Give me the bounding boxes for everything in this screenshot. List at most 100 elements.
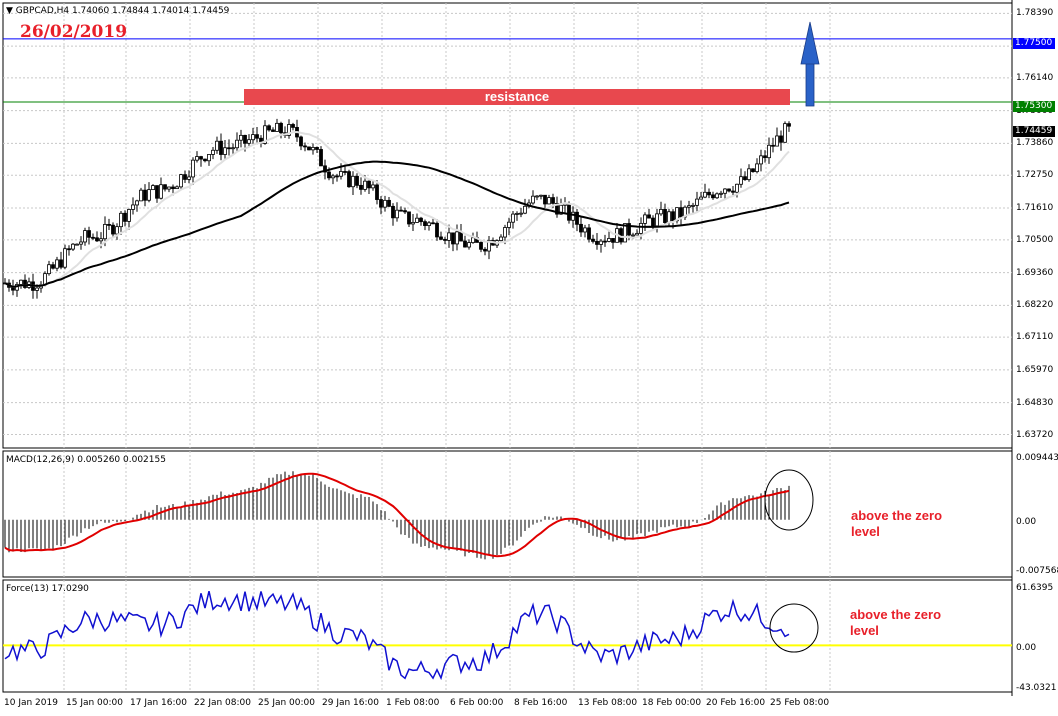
candle-body: [323, 165, 327, 173]
time-tick-label: 17 Jan 16:00: [130, 698, 187, 708]
candle-body: [687, 205, 691, 208]
force-tick-bottom: -43.0321: [1016, 683, 1057, 693]
candle-body: [427, 222, 431, 226]
candle-body: [603, 240, 607, 243]
time-tick-label: 25 Feb 08:00: [770, 698, 830, 708]
triangle-down-icon[interactable]: ▼: [6, 6, 13, 16]
candle-body: [291, 124, 295, 128]
time-tick-label: 8 Feb 16:00: [514, 698, 568, 708]
time-tick-label: 10 Jan 2019: [4, 698, 58, 708]
candle-body: [127, 209, 131, 222]
candle-body: [503, 227, 507, 238]
candle-body: [299, 136, 303, 147]
candle-body: [523, 205, 527, 214]
symbol-header[interactable]: ▼ GBPCAD,H4 1.74060 1.74844 1.74014 1.74…: [6, 6, 229, 16]
candle-body: [535, 195, 539, 198]
candle-body: [583, 227, 587, 233]
candle-body: [763, 155, 767, 159]
candle-body: [163, 184, 167, 190]
candle-body: [79, 241, 83, 245]
price-tick-label: 1.68220: [1016, 300, 1054, 311]
candle-body: [587, 227, 591, 240]
candle-body: [107, 223, 111, 226]
candle-body: [483, 248, 487, 252]
time-tick-label: 18 Feb 00:00: [642, 698, 702, 708]
candle-body: [43, 273, 47, 286]
price-tag-green: 1.75300: [1013, 101, 1055, 112]
candle-body: [711, 194, 715, 199]
candle-body: [191, 159, 195, 178]
candle-body: [147, 189, 151, 201]
candle-body: [327, 171, 331, 179]
candle-body: [407, 211, 411, 225]
candle-body: [227, 147, 231, 150]
candle-body: [271, 129, 275, 132]
candle-body: [707, 191, 711, 196]
candle-body: [99, 238, 103, 242]
resistance-band: [244, 89, 790, 105]
macd-tick-zero: 0.00: [1016, 517, 1037, 527]
candle-body: [383, 199, 387, 208]
candle-body: [187, 176, 191, 180]
candle-body: [479, 242, 483, 250]
candle-body: [779, 135, 783, 143]
candle-body: [303, 145, 307, 148]
price-tick-label: 1.73860: [1016, 138, 1054, 149]
candle-body: [723, 188, 727, 194]
candle-body: [255, 134, 259, 139]
candle-body: [631, 234, 635, 237]
candle-body: [211, 149, 215, 155]
candle-body: [47, 264, 51, 275]
candle-body: [735, 183, 739, 193]
force-highlight-circle: [769, 603, 819, 653]
candle-body: [103, 223, 107, 240]
candle-body: [663, 209, 667, 223]
macd-annotation: above the zero level: [851, 508, 943, 539]
force-tick-top: 61.6395: [1016, 583, 1054, 593]
candle-body: [743, 176, 747, 181]
candle-body: [167, 186, 171, 190]
candle-body: [467, 242, 471, 248]
force-header: Force(13) 17.0290: [6, 584, 89, 594]
candle-body: [351, 175, 355, 188]
candle-body: [239, 134, 243, 141]
candle-body: [87, 230, 91, 238]
candle-body: [731, 190, 735, 193]
candle-body: [423, 221, 427, 226]
candle-body: [35, 287, 39, 291]
candle-body: [607, 238, 611, 242]
candle-body: [507, 221, 511, 228]
candle-body: [639, 222, 643, 234]
force-line: [4, 591, 790, 681]
candle-body: [499, 236, 503, 241]
candle-body: [411, 222, 415, 225]
candle-body: [363, 180, 367, 190]
candle-body: [151, 185, 155, 191]
candle-body: [775, 135, 779, 147]
macd-tick-bottom: -0.007568: [1016, 566, 1058, 576]
candle-body: [415, 217, 419, 223]
candle-body: [111, 224, 115, 235]
candle-body: [203, 158, 207, 162]
candle-body: [651, 217, 655, 227]
candle-body: [231, 147, 235, 150]
candle-body: [531, 195, 535, 204]
candle-body: [611, 238, 615, 243]
candle-body: [371, 184, 375, 189]
candle-body: [387, 199, 391, 207]
date-stamp: 26/02/2019: [20, 22, 128, 42]
candle-body: [215, 140, 219, 151]
price-tag-current: 1.74459: [1013, 126, 1055, 137]
candle-body: [751, 168, 755, 173]
candle-body: [599, 240, 603, 245]
candle-body: [379, 199, 383, 208]
ma-slow-line: [4, 160, 790, 288]
candle-body: [23, 279, 27, 288]
candle-body: [623, 223, 627, 243]
candles: [3, 118, 791, 299]
candle-body: [347, 171, 351, 188]
candle-body: [767, 144, 771, 159]
price-tick-label: 1.64830: [1016, 397, 1054, 408]
macd-highlight-circle: [764, 469, 814, 531]
